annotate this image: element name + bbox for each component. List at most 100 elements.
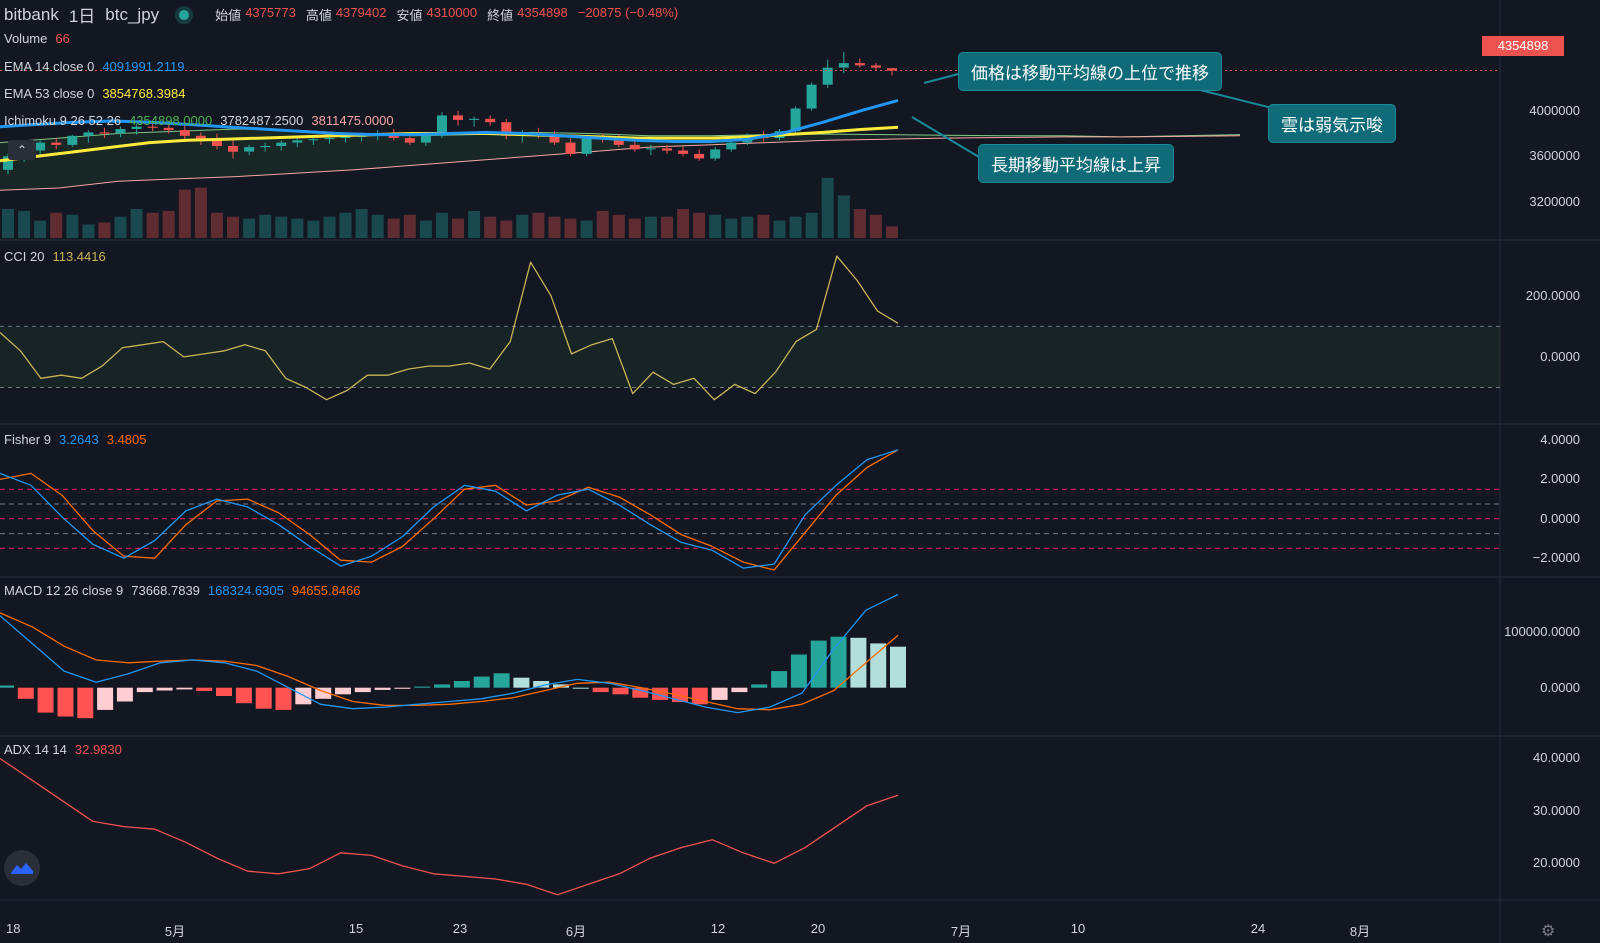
volume-bar (2, 209, 14, 238)
volume-bar (452, 218, 464, 238)
volume-bar (709, 214, 722, 238)
macd-histogram-bar (156, 687, 173, 691)
price-tick-label: 3600000 (1529, 148, 1580, 164)
candle-body (822, 67, 833, 85)
candle-body (806, 84, 817, 109)
volume-bar (580, 220, 593, 238)
adx-line (0, 757, 899, 896)
macd-histogram-bar (17, 687, 34, 699)
volume-bar (291, 218, 304, 238)
candle-body (453, 115, 463, 120)
volume-bar (194, 187, 207, 238)
fisher-legend[interactable]: Fisher 9 3.2643 3.4805 (4, 432, 147, 447)
volume-bar (146, 212, 159, 238)
ichimoku-legend-v1: 4354898.0000 (129, 113, 213, 128)
price-tick-label: 4000000 (1529, 102, 1580, 118)
macd-tick-label: 100000.0000 (1504, 624, 1580, 640)
fisher-legend-v1: 3.2643 (58, 432, 99, 447)
candle-body (485, 118, 496, 123)
volume-bar (210, 212, 223, 238)
macd-histogram-bar (850, 637, 867, 688)
annotation-long-ma-up[interactable]: 長期移動平均線は上昇 (978, 144, 1174, 183)
macd-histogram-bar (255, 687, 272, 709)
chevron-up-icon[interactable]: ⌃ (8, 140, 36, 160)
macd-legend-v2: 168324.6305 (207, 583, 284, 598)
symbol-name[interactable]: btc_jpy (105, 4, 160, 24)
volume-bar (612, 214, 625, 238)
candle-body (179, 130, 190, 136)
gear-icon[interactable]: ⚙ (1541, 923, 1556, 940)
low-value: 4310000 (426, 5, 478, 20)
fisher-tick-label: 2.0000 (1540, 471, 1580, 487)
fisher-tick-label: 4.0000 (1540, 431, 1580, 447)
open-value: 4375773 (245, 5, 296, 20)
cci-legend[interactable]: CCI 20 113.4416 (4, 249, 106, 264)
adx-legend[interactable]: ADX 14 14 32.9830 (4, 742, 122, 757)
ema53-legend[interactable]: EMA 53 close 0 3854768.3984 (4, 86, 185, 101)
macd-histogram-bar (592, 687, 609, 693)
volume-bar (853, 209, 866, 238)
macd-histogram-bar (374, 687, 391, 690)
high-value: 4379402 (335, 5, 387, 20)
tradingview-logo-icon[interactable] (4, 850, 40, 886)
time-tick-label: 8月 (1349, 924, 1371, 939)
fisher-legend-name: Fisher 9 (4, 432, 51, 447)
volume-bar (741, 216, 754, 238)
candle-body (404, 138, 415, 143)
fisher-tick-label: 0.0000 (1540, 510, 1580, 526)
ichimoku-legend-v3: 3811475.0000 (311, 113, 394, 128)
volume-bar (66, 214, 79, 238)
ichimoku-span-a (0, 128, 1241, 144)
macd-histogram-bar (116, 687, 133, 702)
interval-label[interactable]: 1日 (68, 7, 96, 26)
macd-histogram-bar (453, 681, 470, 688)
ema53-legend-value: 3854768.3984 (102, 86, 186, 101)
macd-histogram-bar (771, 671, 788, 688)
macd-histogram-bar (216, 687, 232, 696)
cci-tick-label: 200.0000 (1525, 287, 1580, 303)
macd-histogram-bar (335, 687, 351, 695)
volume-bar (644, 216, 657, 238)
candle-body (276, 142, 287, 146)
volume-bar (130, 209, 143, 238)
macd-legend[interactable]: MACD 12 26 close 9 73668.7839 168324.630… (4, 583, 361, 598)
annotation-cloud-weak[interactable]: 雲は弱気示唆 (1268, 104, 1396, 143)
exchange-name[interactable]: bitbank (4, 4, 59, 24)
candle-body (3, 156, 13, 170)
volume-bar (484, 216, 497, 238)
macd-tick-label: 0.0000 (1540, 679, 1580, 695)
volume-bar (275, 216, 288, 238)
adx-legend-value: 32.9830 (74, 742, 122, 757)
candle-body (35, 142, 46, 151)
macd-histogram-bar (810, 640, 827, 688)
ema14-legend-value: 4091991.2119 (102, 59, 185, 74)
macd-histogram-bar (136, 687, 153, 693)
annotation-above-ma[interactable]: 価格は移動平均線の上位で推移 (958, 52, 1222, 91)
volume-bar (468, 210, 481, 238)
macd-signal-line (0, 612, 899, 711)
close-label: 終値 (487, 8, 514, 23)
time-tick-label: 15 (348, 921, 364, 936)
candle-body (292, 140, 303, 143)
volume-bar (693, 212, 706, 238)
volume-bar (805, 212, 818, 238)
volume-bar (178, 189, 191, 238)
candle-body (549, 134, 560, 143)
price-tick-label: 3200000 (1529, 193, 1580, 209)
candle-body (115, 129, 126, 134)
candle-body (83, 132, 94, 136)
ema14-legend[interactable]: EMA 14 close 0 4091991.2119 (4, 59, 185, 74)
macd-histogram-bar (553, 684, 569, 688)
cci-tick-label: 0.0000 (1540, 348, 1580, 364)
volume-bar (532, 212, 545, 238)
macd-histogram-bar (672, 687, 688, 703)
macd-histogram-bar (235, 687, 252, 704)
candle-body (420, 135, 431, 143)
last-price-tag: 4354898 (1482, 36, 1564, 56)
adx-tick-label: 20.0000 (1533, 855, 1580, 871)
candle-body (324, 138, 335, 140)
ichimoku-legend[interactable]: Ichimoku 9 26 52 26 4354898.0000 3782487… (4, 113, 394, 128)
annotation-pointer (911, 116, 985, 161)
volume-legend[interactable]: Volume 66 (4, 31, 70, 46)
macd-histogram-bar (57, 687, 74, 717)
